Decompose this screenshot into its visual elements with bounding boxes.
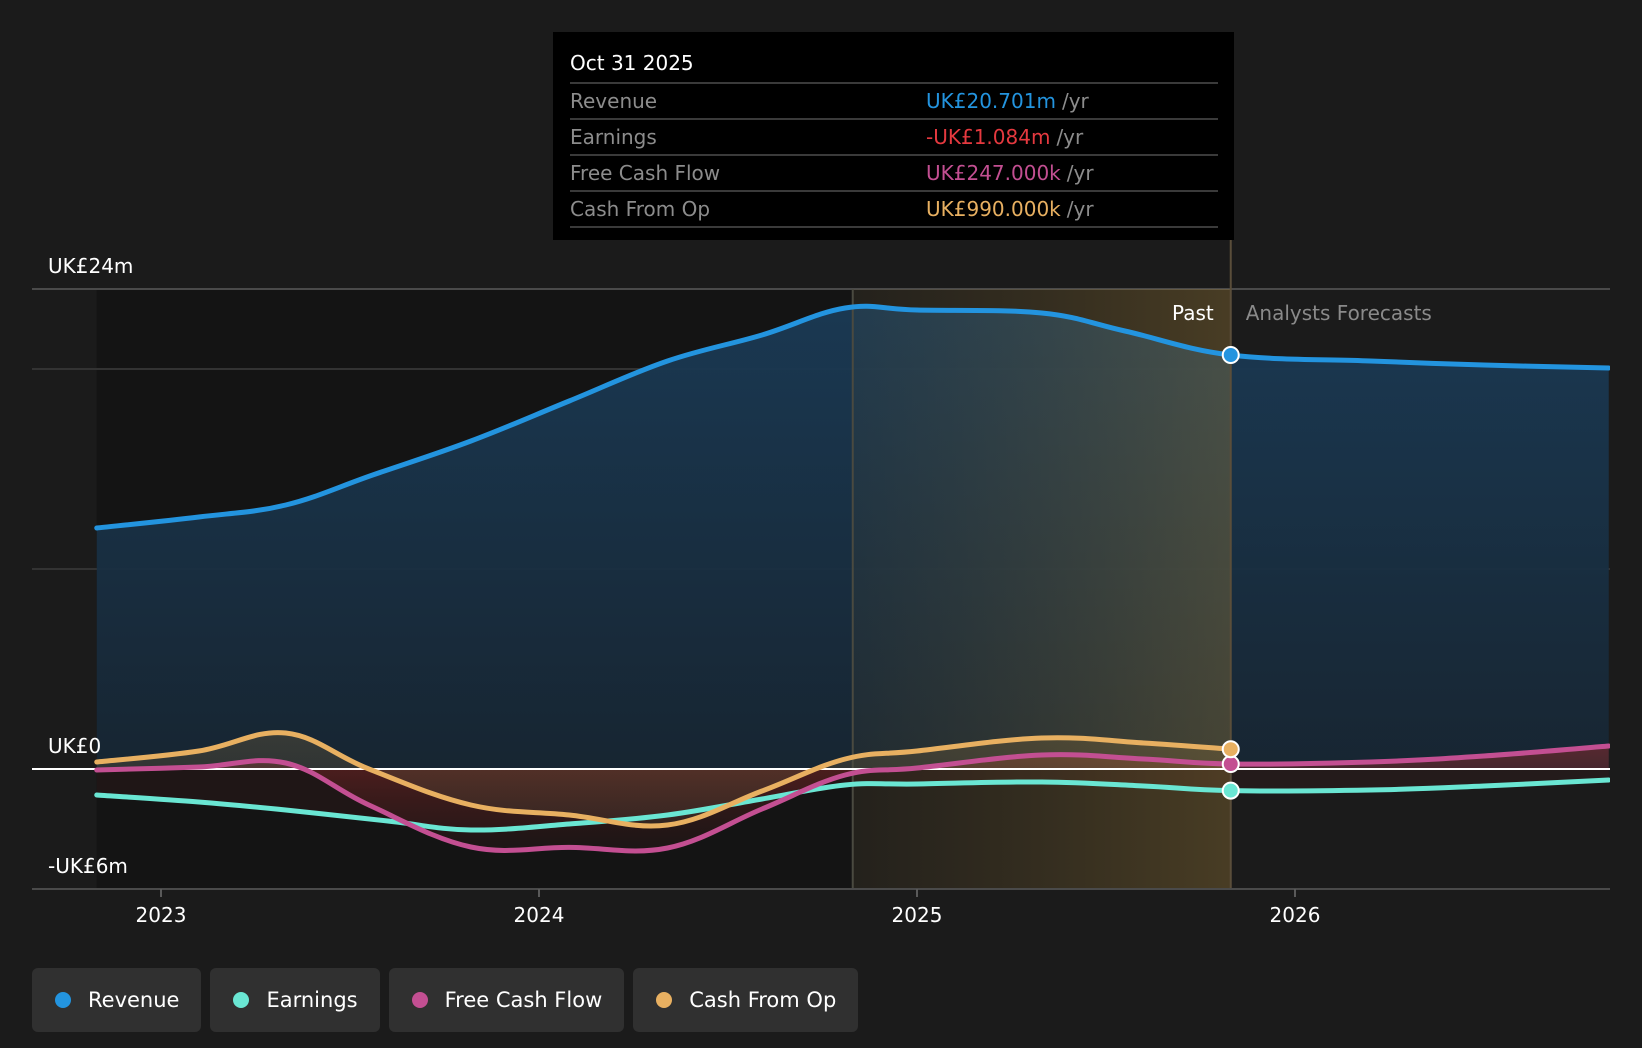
marker-earnings <box>1221 781 1240 800</box>
legend-item-earnings[interactable]: Earnings <box>210 968 380 1032</box>
past-label: Past <box>1172 301 1214 325</box>
tooltip-label: Cash From Op <box>570 197 711 221</box>
tooltip-value: UK£247.000k <box>926 161 1061 185</box>
x-tick-label: 2026 <box>1270 903 1321 927</box>
legend-label: Free Cash Flow <box>444 988 603 1012</box>
series-lines <box>94 303 1610 854</box>
x-tick-label: 2023 <box>136 903 187 927</box>
legend-dot-icon <box>55 992 71 1008</box>
legend-label: Earnings <box>266 988 358 1012</box>
y-tick-label: -UK£6m <box>48 854 128 878</box>
x-axis: 2023 2024 2025 2026 <box>32 888 1610 927</box>
tooltip-row-cash-from-op: Cash From Op UK£990.000k /yr <box>570 192 1218 228</box>
y-tick-label: UK£24m <box>48 254 133 278</box>
line-revenue <box>94 303 1610 531</box>
legend-item-free-cash-flow[interactable]: Free Cash Flow <box>388 968 625 1032</box>
y-tick-label: UK£0 <box>48 734 101 758</box>
marker-cash-from-op <box>1221 740 1240 759</box>
tooltip-label: Earnings <box>570 125 657 149</box>
legend-item-cash-from-op[interactable]: Cash From Op <box>633 968 859 1032</box>
region-labels: Past Analysts Forecasts <box>1172 301 1432 325</box>
tooltip-row-free-cash-flow: Free Cash Flow UK£247.000k /yr <box>570 156 1218 192</box>
tooltip-value: -UK£1.084m <box>926 125 1051 149</box>
tooltip-unit: /yr <box>1056 125 1084 149</box>
tooltip-unit: /yr <box>1066 161 1094 185</box>
legend-label: Revenue <box>88 988 180 1012</box>
tooltip-row-earnings: Earnings -UK£1.084m /yr <box>570 120 1218 156</box>
tooltip-row-revenue: Revenue UK£20.701m /yr <box>570 84 1218 120</box>
forecast-label: Analysts Forecasts <box>1246 301 1432 325</box>
legend-dot-icon <box>233 992 250 1008</box>
legend-dot-icon <box>411 992 428 1008</box>
legend-label: Cash From Op <box>689 988 837 1012</box>
highlight-band <box>851 240 1232 889</box>
tooltip-label: Free Cash Flow <box>570 161 721 185</box>
line-earnings <box>94 777 1610 833</box>
marker-revenue <box>1221 346 1240 364</box>
forecast-band <box>852 289 1231 889</box>
hover-markers <box>1221 346 1240 800</box>
legend-item-revenue[interactable]: Revenue <box>32 968 202 1032</box>
tooltip-label: Revenue <box>570 89 658 113</box>
tooltip-date: Oct 31 2025 <box>570 46 1218 84</box>
x-tick-label: 2024 <box>514 903 565 927</box>
tooltip-unit: /yr <box>1066 197 1094 221</box>
marker-free-cash-flow <box>1221 755 1240 773</box>
tooltip-value: UK£20.701m <box>926 89 1056 113</box>
tooltip-unit: /yr <box>1061 89 1089 113</box>
tooltip-value: UK£990.000k <box>926 197 1061 221</box>
x-tick-label: 2025 <box>892 903 943 927</box>
line-free-cash-flow <box>94 743 1610 854</box>
y-axis: UK£24m UK£0 -UK£6m <box>48 254 133 878</box>
tooltip: Oct 31 2025 Revenue UK£20.701m /yr Earni… <box>553 32 1234 240</box>
legend: Revenue Earnings Free Cash Flow Cash Fro… <box>32 968 859 1032</box>
legend-dot-icon <box>656 992 673 1008</box>
line-cash-from-op <box>94 730 1234 829</box>
